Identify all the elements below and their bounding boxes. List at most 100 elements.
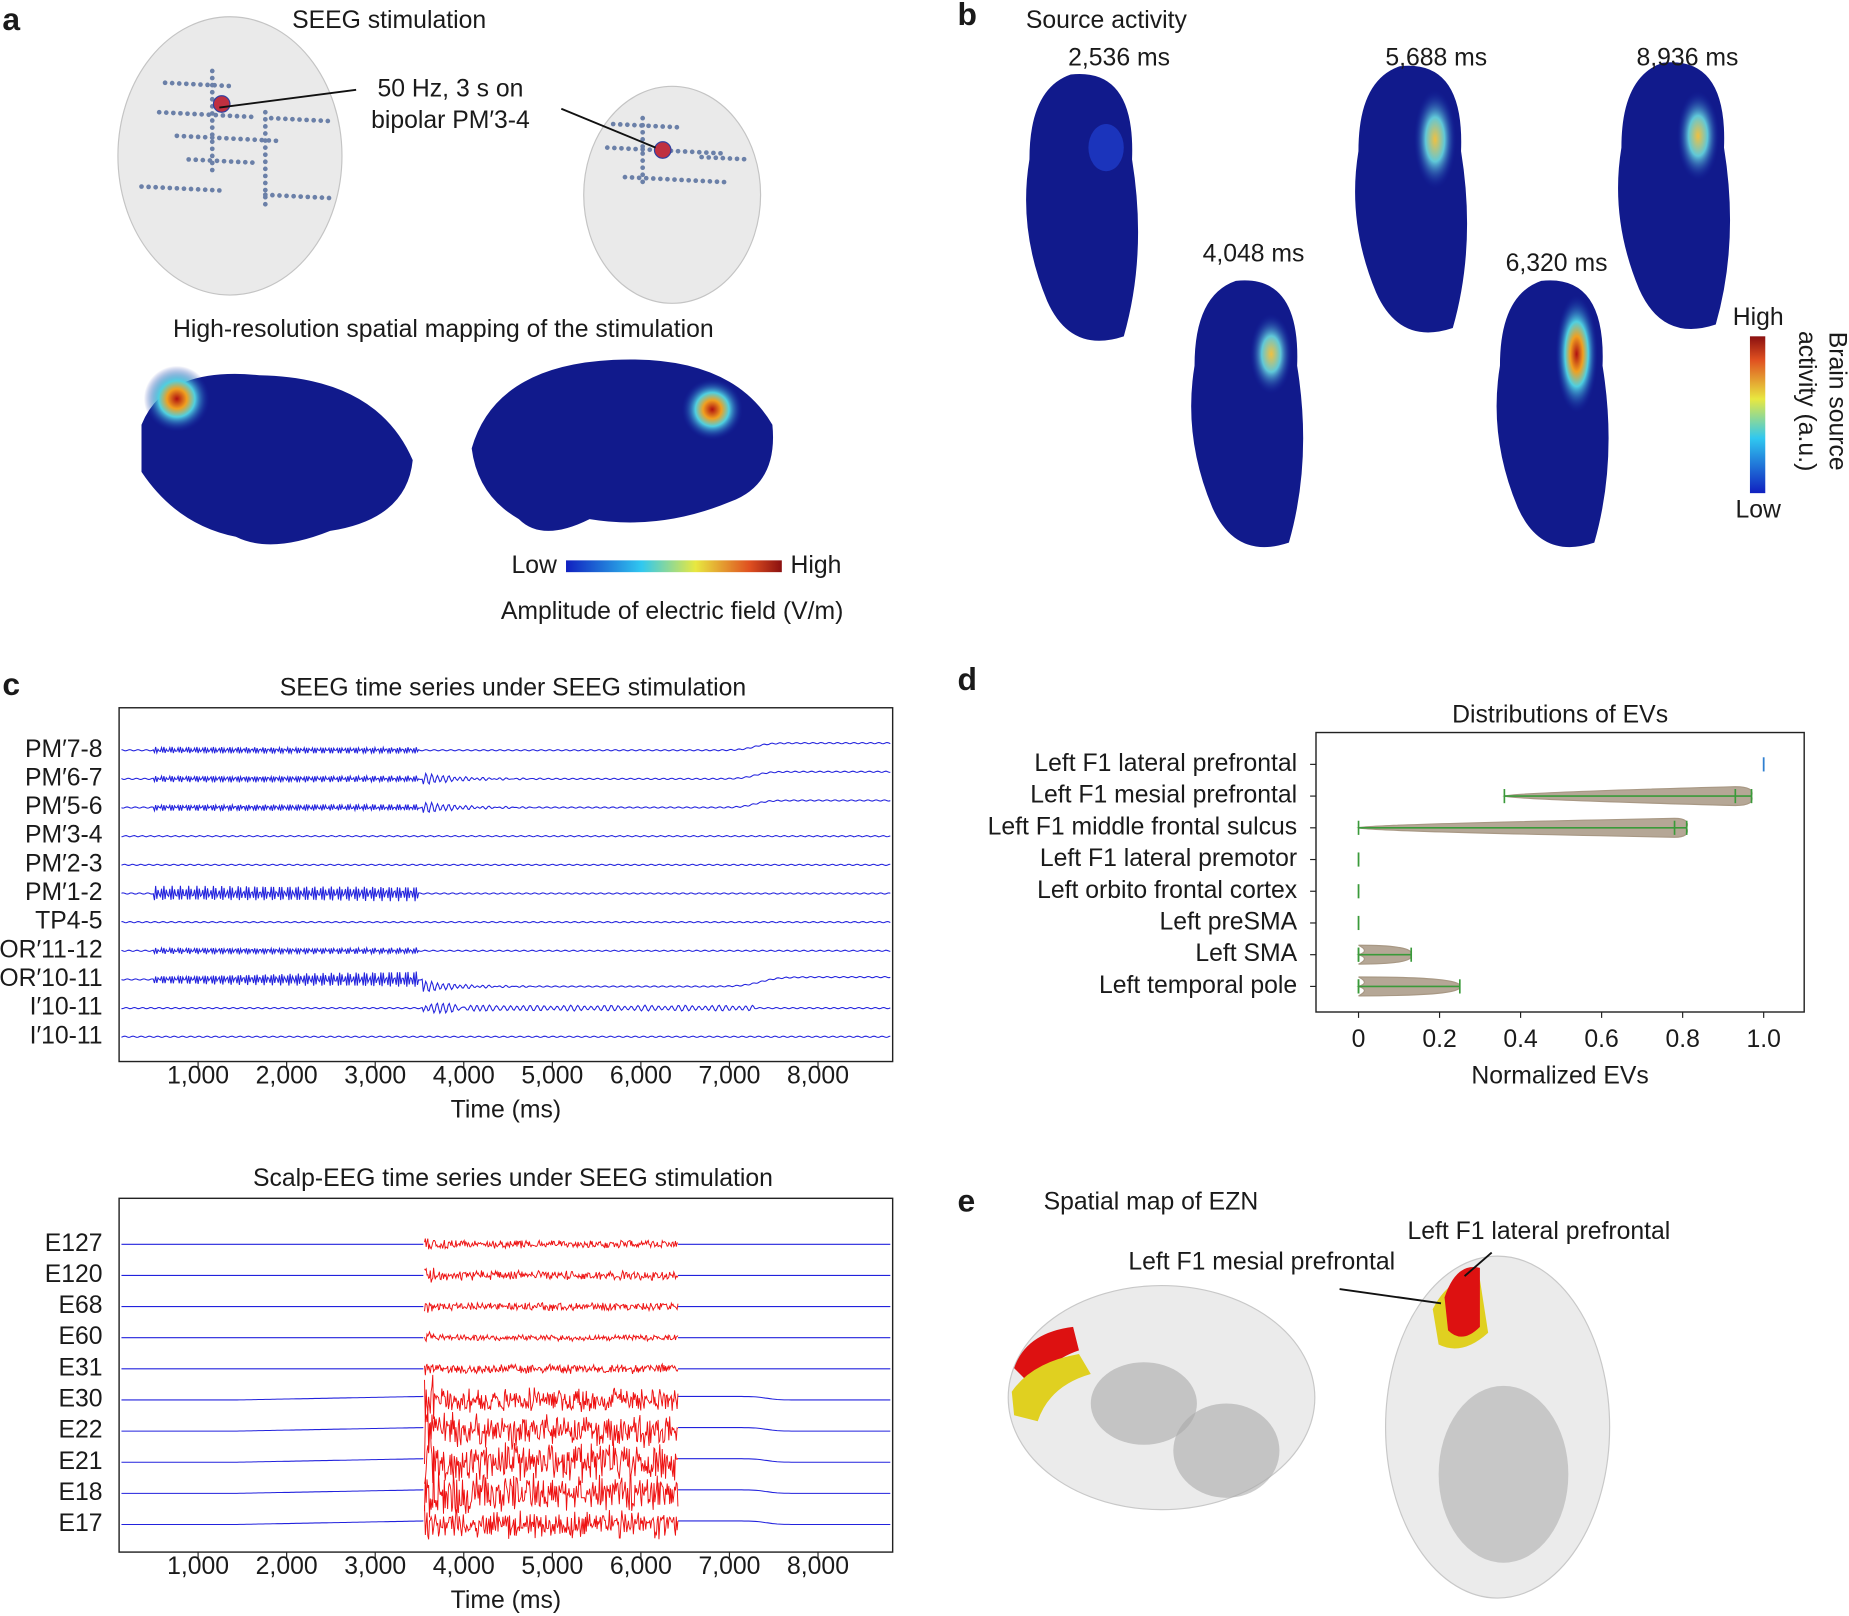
x-tick-label: 5,000 bbox=[521, 1062, 583, 1089]
channel-label: PM′5-6 bbox=[25, 793, 103, 820]
channel-label: PM′7-8 bbox=[25, 736, 103, 763]
colorbar-title: activity (a.u.) bbox=[1793, 331, 1820, 471]
signal-trace bbox=[121, 863, 891, 866]
signal-trace bbox=[121, 971, 891, 993]
brain-surface bbox=[141, 373, 413, 545]
x-tick-label: 1,000 bbox=[167, 1553, 229, 1580]
channel-label: I′10-11 bbox=[30, 1022, 103, 1049]
x-axis-label: Time (ms) bbox=[451, 1587, 561, 1614]
electrode bbox=[714, 179, 720, 185]
panel-label: e bbox=[958, 1182, 976, 1218]
electrode bbox=[162, 80, 168, 86]
x-tick-label: 3,000 bbox=[344, 1062, 406, 1089]
hotspot bbox=[681, 378, 743, 441]
electrode bbox=[660, 124, 666, 129]
electrode bbox=[186, 157, 192, 162]
stim-trace bbox=[424, 1267, 679, 1283]
electrode bbox=[665, 176, 670, 182]
electrode bbox=[220, 113, 226, 118]
electrode bbox=[181, 133, 187, 139]
electrode bbox=[188, 134, 194, 139]
channel-label: TP4-5 bbox=[35, 908, 102, 935]
electrode bbox=[153, 184, 159, 190]
stim-site bbox=[212, 95, 231, 113]
electrode bbox=[193, 157, 199, 163]
signal-trace bbox=[121, 770, 891, 786]
electrode bbox=[238, 136, 243, 142]
electrode bbox=[167, 185, 173, 191]
colorbar-label: High bbox=[791, 552, 842, 579]
stim-trace bbox=[424, 1425, 679, 1484]
electrode bbox=[231, 136, 236, 142]
ezn-region bbox=[1011, 1353, 1091, 1422]
electrode bbox=[156, 109, 162, 115]
electrode bbox=[262, 131, 268, 136]
ezn-region bbox=[1444, 1267, 1480, 1337]
category-label: Left F1 lateral prefrontal bbox=[1034, 750, 1297, 777]
electrode bbox=[325, 118, 331, 124]
signal-trace bbox=[121, 1489, 424, 1494]
electrode bbox=[617, 122, 623, 127]
electrode bbox=[209, 118, 215, 123]
electrode bbox=[275, 116, 281, 121]
electrode bbox=[209, 82, 215, 88]
channel-label: E21 bbox=[59, 1448, 103, 1475]
x-tick-label: 8,000 bbox=[787, 1062, 849, 1089]
signal-trace bbox=[121, 885, 891, 902]
category-label: Left SMA bbox=[1195, 940, 1297, 967]
electrode bbox=[720, 155, 726, 161]
glass-brain bbox=[117, 16, 343, 296]
electrode bbox=[178, 110, 183, 116]
stim-trace bbox=[424, 1409, 679, 1465]
electrode bbox=[146, 184, 151, 190]
electrode bbox=[174, 185, 180, 191]
electrode bbox=[632, 122, 637, 128]
electrode bbox=[213, 112, 219, 118]
brain-surface bbox=[1191, 280, 1304, 548]
electrode bbox=[209, 139, 215, 145]
channel-label: PM′6-7 bbox=[25, 764, 103, 791]
electrode bbox=[266, 138, 272, 143]
x-tick-label: 6,000 bbox=[610, 1062, 672, 1089]
x-tick-label: 2,000 bbox=[256, 1062, 318, 1089]
electrode bbox=[209, 146, 215, 152]
electrode bbox=[262, 138, 268, 143]
panel-title: Source activity bbox=[1026, 7, 1188, 34]
electrode bbox=[209, 160, 215, 166]
colorbar-title: Amplitude of electric field (V/m) bbox=[501, 598, 844, 625]
electrode bbox=[284, 193, 289, 199]
electrode bbox=[262, 180, 268, 186]
electrode bbox=[192, 111, 197, 117]
electrode bbox=[270, 192, 275, 198]
electrode bbox=[650, 176, 656, 181]
electrode bbox=[183, 81, 189, 87]
electrode bbox=[319, 195, 325, 200]
electrode bbox=[326, 195, 332, 201]
electrode bbox=[205, 82, 210, 88]
electrode bbox=[619, 145, 624, 151]
colorbar-label: Low bbox=[1735, 496, 1781, 523]
x-tick-label: 4,000 bbox=[433, 1553, 495, 1580]
electrode bbox=[169, 80, 175, 86]
electrode bbox=[160, 185, 166, 190]
signal-trace bbox=[121, 921, 891, 924]
electrode bbox=[667, 124, 673, 130]
stim-trace bbox=[424, 1505, 679, 1540]
annotation: Left F1 mesial prefrontal bbox=[1128, 1249, 1395, 1276]
channel-label: OR′11-12 bbox=[0, 936, 103, 963]
electrode bbox=[718, 150, 723, 156]
electrode bbox=[672, 177, 677, 182]
electrode bbox=[612, 145, 617, 151]
electrode bbox=[200, 157, 206, 163]
signal-trace bbox=[121, 945, 891, 956]
electrode bbox=[686, 177, 692, 183]
channel-label: E22 bbox=[59, 1417, 103, 1444]
electrode bbox=[195, 134, 201, 140]
plot-frame bbox=[118, 707, 894, 1063]
colorbar bbox=[1749, 336, 1766, 494]
electrode bbox=[181, 186, 187, 192]
x-tick-label: 5,000 bbox=[521, 1553, 583, 1580]
x-tick-label: 4,000 bbox=[433, 1062, 495, 1089]
stim-trace bbox=[424, 1374, 679, 1423]
hotspot bbox=[1249, 313, 1293, 395]
